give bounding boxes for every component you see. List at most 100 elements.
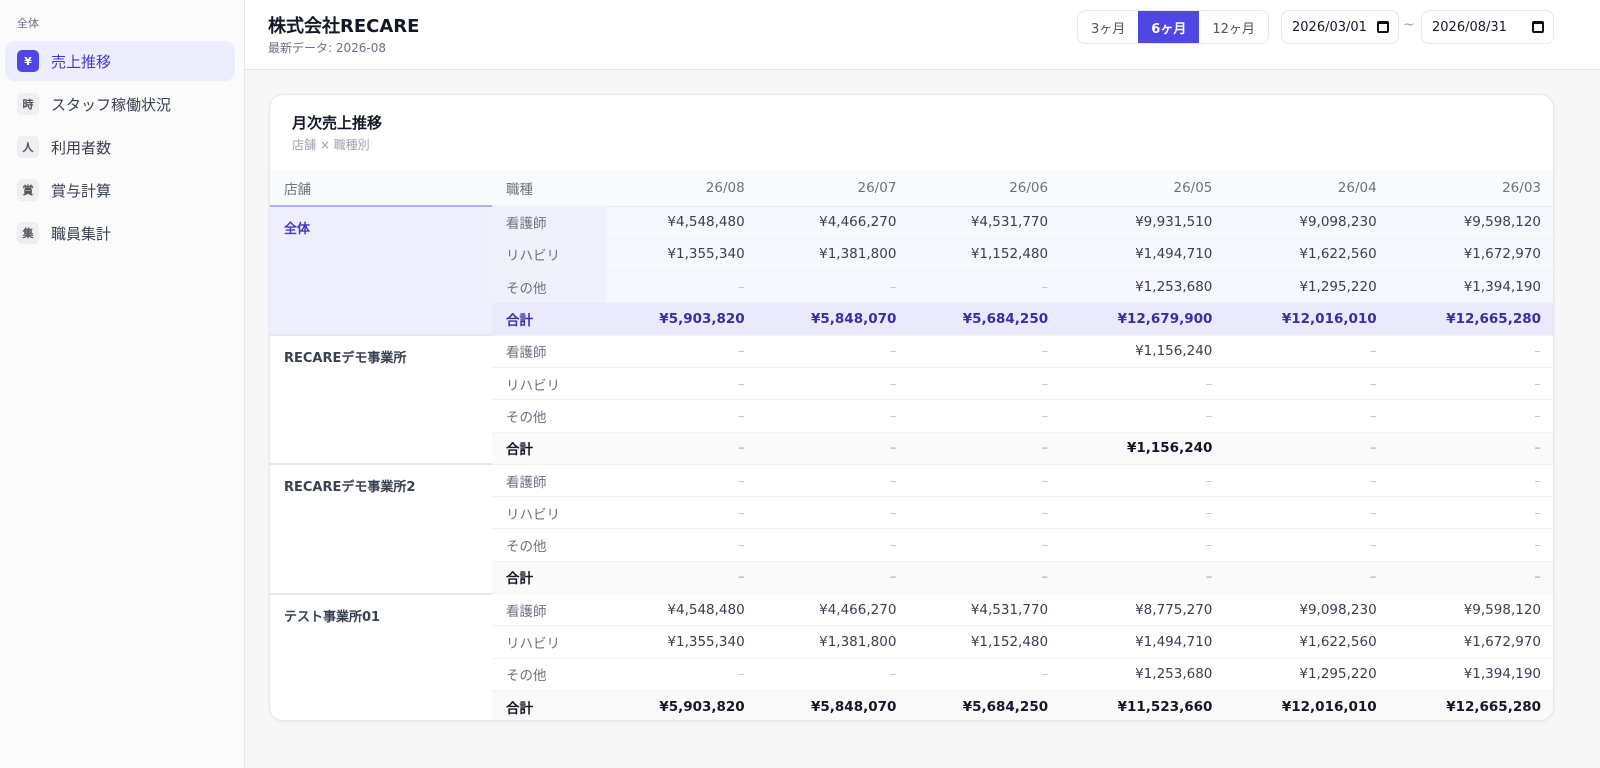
amount-cell: – [758, 496, 911, 530]
amount-cell: ¥5,848,070 [758, 302, 911, 336]
role-cell: 合計 [492, 561, 607, 595]
amount-cell: ¥4,548,480 [607, 593, 759, 627]
amount-cell: – [1390, 367, 1553, 401]
amount-cell: – [607, 367, 759, 401]
amount-cell: – [607, 658, 759, 691]
amount-cell: – [1226, 432, 1391, 465]
amount-cell: ¥1,152,480 [910, 625, 1063, 659]
amount-cell: – [1390, 464, 1553, 498]
column-header: 26/06 [910, 170, 1063, 207]
role-cell: リハビリ [492, 496, 607, 530]
nav-icon: 集 [17, 222, 39, 244]
amount-cell: ¥11,523,660 [1062, 690, 1227, 720]
amount-cell: – [607, 528, 759, 562]
card-subtitle: 店舗 × 職種別 [292, 138, 370, 152]
amount-cell: ¥1,622,560 [1226, 625, 1391, 659]
amount-cell: – [910, 335, 1063, 368]
amount-cell: ¥1,253,680 [1062, 270, 1227, 304]
role-cell: 合計 [492, 690, 607, 720]
end-date[interactable]: 2026/08/31 [1421, 10, 1554, 44]
amount-cell: ¥9,098,230 [1226, 206, 1391, 239]
column-header: 店舗 [270, 170, 492, 207]
nav-label: 職員集計 [51, 224, 112, 243]
amount-cell: – [758, 335, 911, 368]
nav-item[interactable]: 集職員集計 [5, 213, 235, 253]
amount-cell: – [910, 464, 1063, 498]
amount-cell: – [1062, 399, 1227, 433]
amount-cell: ¥1,295,220 [1226, 658, 1391, 691]
amount-cell: ¥1,381,800 [758, 238, 911, 272]
sales-card: 月次売上推移 店舗 × 職種別 店舗 職種 26/08 26/07 26/06 26/05… [269, 94, 1554, 721]
amount-cell: ¥12,665,280 [1390, 690, 1553, 720]
amount-cell: – [758, 658, 911, 691]
role-cell: 看護師 [492, 593, 607, 627]
amount-cell: – [607, 561, 759, 595]
amount-cell: ¥9,931,510 [1062, 206, 1227, 239]
amount-cell: ¥5,848,070 [758, 690, 911, 720]
nav-item[interactable]: 人利用者数 [5, 127, 235, 167]
column-header: 26/07 [758, 170, 911, 207]
amount-cell: ¥5,903,820 [607, 302, 759, 336]
amount-cell: – [1390, 496, 1553, 530]
amount-cell: – [910, 367, 1063, 401]
role-cell: リハビリ [492, 625, 607, 659]
table-row: 合計 – – – – – – [270, 561, 1553, 595]
amount-cell: – [1226, 335, 1391, 368]
table-row: その他 – – – ¥1,253,680 ¥1,295,220 ¥1,394,190 [270, 270, 1553, 304]
role-cell: リハビリ [492, 238, 607, 272]
amount-cell: – [1226, 464, 1391, 498]
amount-cell: – [607, 270, 759, 304]
start-date[interactable]: 2026/03/01 [1281, 10, 1399, 44]
store-cell: 全体 [270, 204, 492, 337]
range-button[interactable]: 3ヶ月 [1091, 21, 1126, 37]
nav-item[interactable]: 時スタッフ稼働状況 [5, 84, 235, 124]
table-row: RECAREデモ事業所2 看護師 – – – – – – [270, 464, 1553, 595]
amount-cell: ¥4,531,770 [910, 206, 1063, 239]
table-row: その他 – – – – – – [270, 528, 1553, 562]
column-header: 26/08 [607, 170, 759, 207]
amount-cell: ¥9,598,120 [1390, 593, 1553, 627]
store-cell: RECAREデモ事業所2 [270, 464, 492, 595]
amount-cell: – [758, 432, 911, 465]
amount-cell: – [758, 464, 911, 498]
amount-cell: ¥8,775,270 [1062, 593, 1227, 627]
table-row: リハビリ ¥1,355,340 ¥1,381,800 ¥1,152,480 ¥1,494… [270, 625, 1553, 659]
amount-cell: ¥1,394,190 [1390, 270, 1553, 304]
company-title: 株式会社RECARE [268, 16, 420, 37]
nav-icon: 人 [17, 136, 39, 158]
nav-icon: ¥ [17, 50, 39, 72]
amount-cell: – [910, 658, 1063, 691]
nav-item[interactable]: ¥ 売上推移 [5, 41, 235, 81]
amount-cell: ¥1,494,710 [1062, 238, 1227, 272]
amount-cell: – [758, 367, 911, 401]
amount-cell: – [607, 432, 759, 465]
amount-cell: ¥5,684,250 [910, 690, 1063, 720]
nav-label: スタッフ稼働状況 [51, 95, 172, 114]
table-row: その他 – – – – – – [270, 399, 1553, 433]
amount-cell: ¥4,531,770 [910, 593, 1063, 627]
amount-cell: ¥1,381,800 [758, 625, 911, 659]
store-cell: テスト事業所01 [270, 593, 492, 720]
range-group: 3ヶ月 6ヶ月 12ヶ月 [1077, 10, 1269, 44]
amount-cell: ¥1,156,240 [1062, 432, 1227, 465]
column-header: 26/03 [1390, 170, 1553, 207]
amount-cell: – [758, 528, 911, 562]
amount-cell: – [758, 399, 911, 433]
nav-item[interactable]: 賞賞与計算 [5, 170, 235, 210]
nav-label: 売上推移 [51, 52, 112, 71]
latest-data: 最新データ: 2026-08 [268, 41, 386, 55]
amount-cell: – [910, 561, 1063, 595]
role-cell: リハビリ [492, 367, 607, 401]
nav-label: 賞与計算 [51, 181, 112, 200]
amount-cell: – [758, 561, 911, 595]
amount-cell: – [1062, 367, 1227, 401]
amount-cell: ¥1,672,970 [1390, 238, 1553, 272]
amount-cell: – [758, 270, 911, 304]
table-row: 合計 – – – ¥1,156,240– – [270, 432, 1553, 465]
table-row: リハビリ – – – – – – [270, 496, 1553, 530]
table-row: RECAREデモ事業所 看護師 – – – ¥1,156,240– – [270, 335, 1553, 466]
range-button[interactable]: 6ヶ月 [1138, 11, 1200, 43]
range-button[interactable]: 12ヶ月 [1212, 21, 1255, 37]
amount-cell: ¥1,156,240 [1062, 335, 1227, 368]
